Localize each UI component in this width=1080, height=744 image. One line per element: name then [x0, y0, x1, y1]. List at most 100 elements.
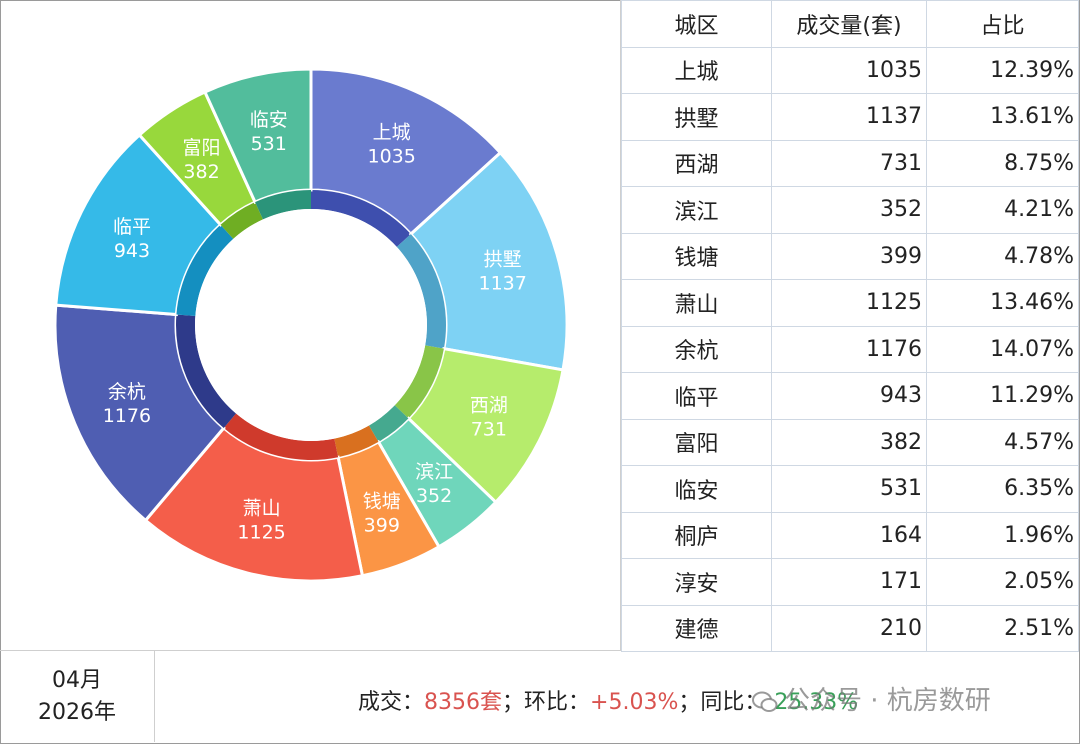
volume-cell: 399 [771, 232, 927, 280]
slice-inner-ring-2 [394, 345, 444, 419]
share-cell: 13.46% [926, 279, 1079, 327]
slice-label: 余杭 [108, 381, 146, 403]
volume-cell: 1125 [771, 279, 927, 327]
district-deal-table: 城区 成交量(套) 占比 上城 1035 12.39% 拱墅 1137 13.61% 西湖 7… [621, 0, 1079, 652]
district-cell: 上城 [621, 46, 772, 94]
table-row: 拱墅 1137 13.61% [621, 93, 1079, 141]
slice-value-label: 531 [251, 133, 287, 155]
deal-label: 成交： [358, 690, 425, 715]
watermark: 公众号 · 杭房数研 [752, 680, 991, 717]
district-cell: 临安 [621, 465, 772, 513]
share-cell: 6.35% [926, 465, 1079, 513]
share-cell: 8.75% [926, 139, 1079, 187]
table-row: 淳安 171 2.05% [621, 558, 1079, 606]
volume-cell: 943 [771, 372, 927, 420]
district-cell: 余杭 [621, 325, 772, 373]
volume-cell: 531 [771, 465, 927, 513]
table-row: 上城 1035 12.39% [621, 46, 1079, 94]
slice-value-label: 399 [364, 515, 400, 537]
volume-cell: 382 [771, 418, 927, 466]
share-cell: 4.57% [926, 418, 1079, 466]
report-year: 2026年 [38, 700, 116, 725]
header-volume: 成交量(套) [771, 0, 927, 48]
district-cell: 拱墅 [621, 93, 772, 141]
summary-line: 成交：8356套；环比：+5.03%；同比：-25.33% [358, 684, 858, 716]
share-cell: 2.05% [926, 558, 1079, 606]
slice-label: 上城 [373, 122, 411, 144]
volume-cell: 352 [771, 186, 927, 234]
watermark-text: 公众号 · 杭房数研 [784, 686, 991, 716]
volume-cell: 171 [771, 558, 927, 606]
slice-value-label: 382 [183, 161, 219, 183]
volume-cell: 1035 [771, 46, 927, 94]
district-cell: 钱塘 [621, 232, 772, 280]
slice-value-label: 352 [416, 485, 452, 507]
table-row: 建德 210 2.51% [621, 604, 1079, 652]
slice-inner-ring-5 [223, 413, 339, 460]
share-cell: 2.51% [926, 604, 1079, 652]
slice-inner-ring-1 [396, 234, 447, 349]
table-row: 桐庐 164 1.96% [621, 511, 1079, 559]
slice-label: 钱塘 [363, 491, 401, 513]
district-cell: 滨江 [621, 186, 772, 234]
slice-label: 临平 [113, 216, 151, 238]
slice-inner-ring-7 [176, 224, 234, 316]
slice-inner-ring-6 [176, 314, 237, 429]
slice-label: 临安 [250, 109, 288, 131]
volume-cell: 731 [771, 139, 927, 187]
slice-label: 西湖 [470, 394, 508, 416]
district-cell: 桐庐 [621, 511, 772, 559]
slice-label: 滨江 [415, 461, 453, 483]
deal-value: 8356套 [424, 690, 503, 715]
share-cell: 4.78% [926, 232, 1079, 280]
slice-value-label: 1035 [367, 146, 415, 168]
district-cell: 西湖 [621, 139, 772, 187]
donut-chart-panel: 上城 1035 拱墅 1137 西湖 731 滨江 352 钱塘 399 萧山 1125 余杭 1176 临… [0, 0, 621, 651]
table-row: 富阳 382 4.57% [621, 418, 1079, 466]
slice-value-label: 731 [471, 418, 507, 440]
share-cell: 1.96% [926, 511, 1079, 559]
volume-cell: 1137 [771, 93, 927, 141]
table-row: 西湖 731 8.75% [621, 139, 1079, 187]
table-row: 临安 531 6.35% [621, 465, 1079, 513]
share-cell: 13.61% [926, 93, 1079, 141]
slice-value-label: 943 [114, 240, 150, 262]
volume-cell: 1176 [771, 325, 927, 373]
district-cell: 富阳 [621, 418, 772, 466]
share-cell: 14.07% [926, 325, 1079, 373]
table-row: 余杭 1176 14.07% [621, 325, 1079, 373]
slice-label: 拱墅 [484, 249, 522, 271]
share-cell: 11.29% [926, 372, 1079, 420]
report-month: 04月 [52, 668, 102, 693]
yoy-value: -25.33% [766, 690, 859, 715]
header-district: 城区 [621, 0, 772, 48]
slice-label: 萧山 [243, 497, 281, 519]
slice-inner-ring-8 [220, 202, 263, 239]
wechat-icon [752, 691, 778, 712]
volume-cell: 210 [771, 604, 927, 652]
mom-value: +5.03% [590, 690, 679, 715]
table-row: 临平 943 11.29% [621, 372, 1079, 420]
table-row: 滨江 352 4.21% [621, 186, 1079, 234]
slice-value-label: 1125 [237, 521, 285, 543]
mom-label: ；环比： [502, 690, 591, 715]
volume-cell: 164 [771, 511, 927, 559]
table-row: 钱塘 399 4.78% [621, 232, 1079, 280]
slice-inner-ring-9 [255, 190, 311, 220]
slice-inner-ring-0 [311, 190, 411, 247]
district-cell: 临平 [621, 372, 772, 420]
donut-chart: 上城1035拱墅1137西湖731滨江352钱塘399萧山1125余杭1176临… [53, 67, 569, 583]
slice-inner-ring-4 [334, 425, 379, 458]
table-header-row: 城区 成交量(套) 占比 [621, 0, 1079, 48]
share-cell: 4.21% [926, 186, 1079, 234]
district-cell: 淳安 [621, 558, 772, 606]
header-share: 占比 [926, 0, 1079, 48]
donut-hole [195, 209, 427, 441]
table-row: 萧山 1125 13.46% [621, 279, 1079, 327]
